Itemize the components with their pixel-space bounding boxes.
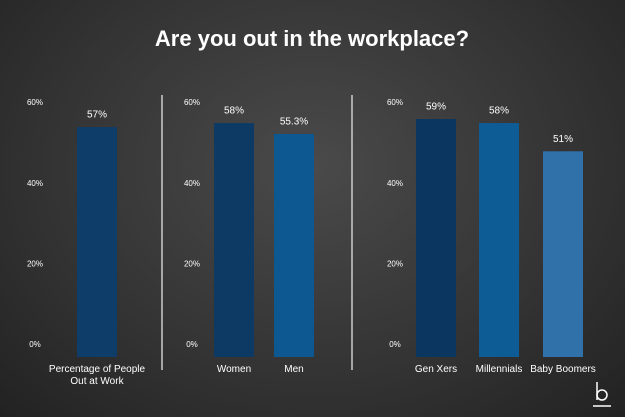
bar bbox=[416, 119, 456, 358]
y-tick-label: 60% bbox=[387, 98, 403, 107]
y-tick-label: 20% bbox=[387, 259, 403, 268]
x-tick-label: Gen Xers bbox=[414, 364, 458, 375]
x-tick-label: Men bbox=[284, 364, 304, 375]
y-tick-label: 20% bbox=[184, 259, 200, 268]
x-tick-label: Millennials bbox=[475, 364, 523, 375]
x-tick-label: Baby Boomers bbox=[530, 364, 596, 375]
value-label: 59% bbox=[426, 102, 446, 113]
value-label: 51% bbox=[553, 134, 573, 145]
y-tick-label: 0% bbox=[389, 340, 401, 349]
bar bbox=[77, 127, 117, 357]
y-tick-label: 60% bbox=[27, 98, 43, 107]
chart-title: Are you out in the workplace? bbox=[155, 26, 469, 51]
value-label: 58% bbox=[489, 106, 509, 117]
y-tick-label: 40% bbox=[387, 179, 403, 188]
bar bbox=[479, 123, 519, 357]
y-tick-label: 40% bbox=[184, 179, 200, 188]
value-label: 55.3% bbox=[280, 117, 308, 128]
y-tick-label: 0% bbox=[29, 340, 41, 349]
y-tick-label: 40% bbox=[27, 179, 43, 188]
value-label: 57% bbox=[87, 110, 107, 121]
x-tick-label: Women bbox=[216, 364, 252, 375]
y-tick-label: 60% bbox=[184, 98, 200, 107]
bar bbox=[214, 123, 254, 357]
y-tick-label: 20% bbox=[27, 259, 43, 268]
value-label: 58% bbox=[224, 106, 244, 117]
y-tick-label: 0% bbox=[186, 340, 198, 349]
logo bbox=[593, 382, 611, 407]
bar bbox=[274, 133, 314, 357]
x-tick-label: Percentage of People Out at Work bbox=[48, 364, 146, 387]
bar bbox=[543, 151, 583, 357]
